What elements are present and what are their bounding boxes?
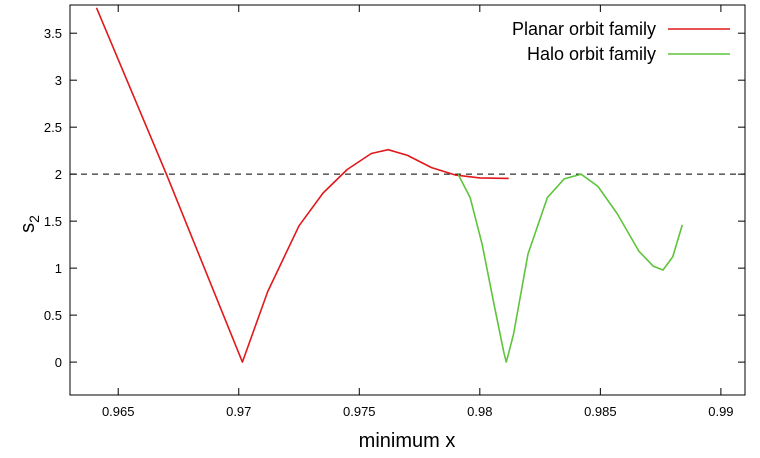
x-tick-label: 0.985 [584, 404, 617, 419]
y-tick-label: 1.5 [44, 214, 62, 229]
y-axis-title-subscript: 2 [26, 215, 42, 223]
y-tick-label: 0 [55, 355, 62, 370]
y-tick-label: 2 [55, 167, 62, 182]
x-tick-label: 0.965 [102, 404, 135, 419]
plot-frame [69, 4, 746, 396]
x-tick-label: 0.98 [467, 404, 492, 419]
x-axis-title: minimum x [359, 430, 456, 452]
y-tick-label: 3.5 [44, 26, 62, 41]
x-tick-label: 0.97 [226, 404, 251, 419]
legend-label-1: Planar orbit family [512, 19, 656, 39]
series-line-2 [457, 173, 684, 363]
x-tick-label: 0.975 [343, 404, 376, 419]
series-line-1 [95, 7, 509, 363]
y-axis-title: s2 [17, 215, 42, 233]
y-tick-label: 3 [55, 73, 62, 88]
y-tick-label: 0.5 [44, 308, 62, 323]
legend-label-2: Halo orbit family [527, 44, 656, 64]
y-tick-label: 2.5 [44, 120, 62, 135]
y-tick-label: 1 [55, 261, 62, 276]
y-axis-title-base: s [17, 223, 39, 233]
x-tick-label: 0.99 [708, 404, 733, 419]
